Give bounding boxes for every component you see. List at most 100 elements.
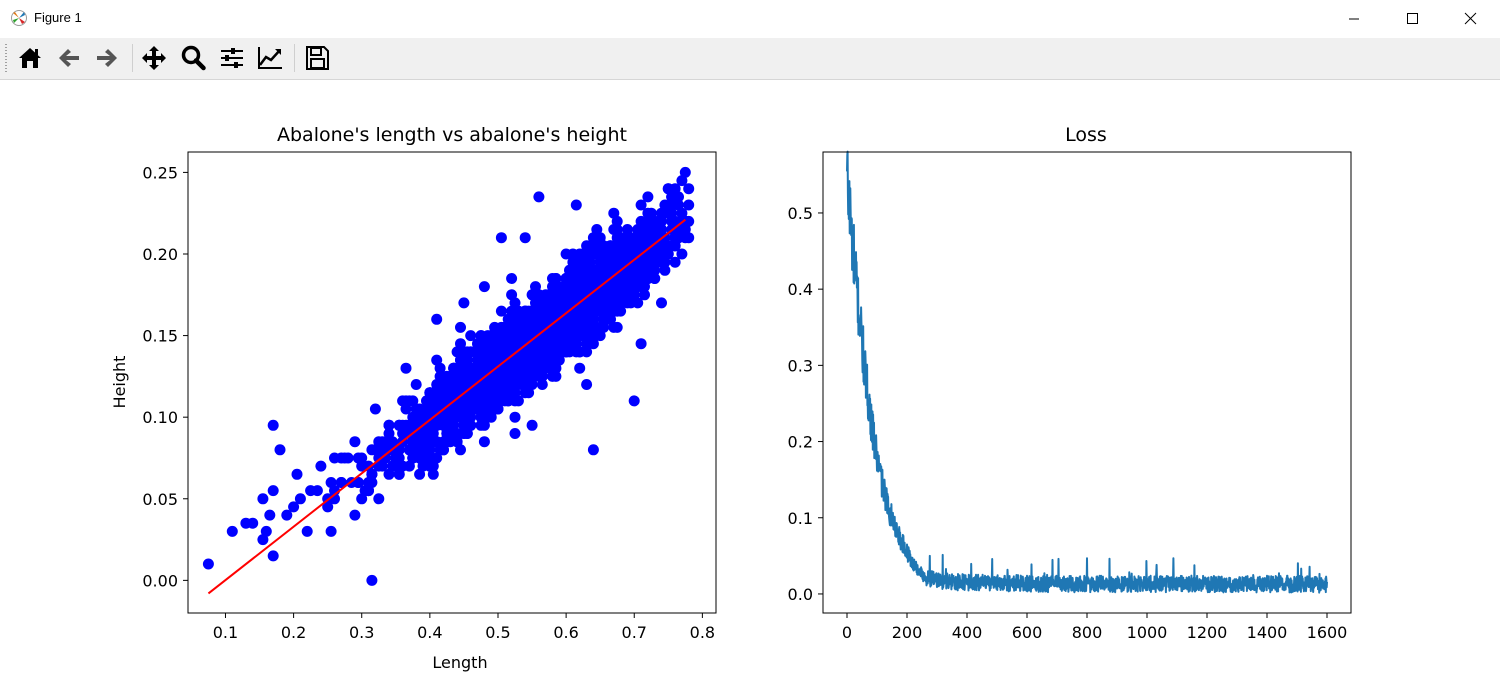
y-tick-label: 0.15 xyxy=(142,327,178,346)
scatter-point xyxy=(400,362,412,374)
scatter-point xyxy=(526,419,538,431)
subplots-button[interactable] xyxy=(216,42,248,74)
x-tick-label: 0 xyxy=(842,623,852,642)
zoom-button[interactable] xyxy=(177,42,209,74)
scatter-point xyxy=(366,574,378,586)
scatter-point xyxy=(509,297,521,309)
scatter-point xyxy=(676,248,688,260)
scatter-point xyxy=(390,452,402,464)
scatter-point xyxy=(472,346,483,358)
scatter-point xyxy=(547,370,558,382)
save-icon xyxy=(306,46,329,70)
scatter-point xyxy=(383,428,395,439)
scatter-point xyxy=(441,370,453,382)
figure-canvas[interactable]: 0.1 0.2 0.3 0.4 0.5 0.6 0.7 0.8 0.00 0.05 0.10 0.15… xyxy=(0,80,1500,680)
scatter-point xyxy=(356,460,368,472)
scatter-point xyxy=(587,273,599,284)
scatter-point xyxy=(567,305,579,317)
scatter-point xyxy=(393,468,405,480)
scatter-point xyxy=(478,281,490,293)
scatter-point xyxy=(533,313,545,325)
scatter-point xyxy=(519,232,531,244)
scatter-point xyxy=(673,199,684,211)
x-tick-label: 1400 xyxy=(1247,623,1288,642)
scatter-point xyxy=(553,289,565,301)
scatter-point xyxy=(475,395,487,407)
close-button[interactable] xyxy=(1441,0,1499,37)
x-tick-label: 0.3 xyxy=(349,623,374,642)
scatter-point xyxy=(461,362,473,374)
scatter-point xyxy=(403,444,415,456)
scatter-point xyxy=(669,240,681,252)
y-tick-label: 0.20 xyxy=(142,245,178,264)
scatter-point xyxy=(656,297,667,309)
scatter-point xyxy=(427,468,439,480)
loss-plot-area xyxy=(846,150,1328,594)
toolbar-grip[interactable] xyxy=(5,44,7,73)
x-tick-label: 1000 xyxy=(1127,623,1168,642)
scatter-point xyxy=(557,338,569,350)
scatter-point xyxy=(410,379,422,390)
scatter-point xyxy=(417,411,429,423)
maximize-button[interactable] xyxy=(1383,0,1441,37)
scatter-point xyxy=(567,289,579,301)
scatter-point xyxy=(683,199,695,211)
figure-svg: 0.1 0.2 0.3 0.4 0.5 0.6 0.7 0.80.000.050.100.15… xyxy=(110,124,1352,672)
scatter-point xyxy=(581,240,593,252)
scatter-point xyxy=(363,485,374,497)
scatter-point xyxy=(574,346,586,358)
scatter-point xyxy=(475,370,487,382)
scatter-point xyxy=(424,428,436,439)
fit-line xyxy=(207,218,686,595)
x-tick-label: 0.8 xyxy=(690,623,715,642)
scatter-point xyxy=(451,436,463,448)
scatter-point xyxy=(455,321,466,333)
scatter-point xyxy=(202,558,214,570)
customize-icon xyxy=(258,47,282,69)
x-tick-label: 0.5 xyxy=(485,623,510,642)
loss-axes: 0 200 400 600 800 1000 1200 1400 1600 0.0 0.1 0.2 0.… xyxy=(788,124,1352,642)
scatter-point xyxy=(431,313,443,325)
scatter-ticks: 0.1 0.2 0.3 0.4 0.5 0.6 0.7 0.8 0.00 0.05 0.10 0.15… xyxy=(142,163,715,642)
scatter-point xyxy=(414,468,426,480)
scatter-point xyxy=(482,338,494,350)
x-tick-label: 0.4 xyxy=(417,623,442,642)
back-button[interactable] xyxy=(53,42,85,74)
scatter-point xyxy=(431,452,443,464)
scatter-point xyxy=(659,207,671,219)
scatter-point xyxy=(356,493,368,505)
scatter-point xyxy=(509,305,521,317)
scatter-point xyxy=(267,550,279,562)
scatter-point xyxy=(441,387,453,399)
x-tick-label: 1200 xyxy=(1187,623,1228,642)
back-icon xyxy=(59,49,79,67)
y-tick-label: 0.25 xyxy=(142,163,178,182)
scatter-point xyxy=(547,346,558,358)
scatter-point xyxy=(349,436,361,448)
scatter-point xyxy=(649,215,661,227)
save-button[interactable] xyxy=(301,42,333,74)
scatter-point xyxy=(383,436,395,448)
scatter-point xyxy=(594,248,606,260)
scatter-point xyxy=(369,403,381,415)
scatter-point xyxy=(414,436,426,448)
forward-button[interactable] xyxy=(91,42,123,74)
x-tick-label: 0.6 xyxy=(553,623,578,642)
scatter-point xyxy=(506,362,518,374)
scatter-point xyxy=(451,346,463,358)
home-icon xyxy=(19,48,41,68)
pan-button[interactable] xyxy=(138,42,170,74)
scatter-point xyxy=(509,395,521,407)
minimize-button[interactable] xyxy=(1325,0,1383,37)
scatter-point xyxy=(584,305,596,317)
home-button[interactable] xyxy=(14,42,46,74)
y-tick-label: 0.4 xyxy=(788,280,813,299)
scatter-point xyxy=(455,387,466,399)
scatter-point xyxy=(492,338,504,350)
forward-icon xyxy=(97,49,117,67)
scatter-point xyxy=(621,273,633,284)
scatter-point xyxy=(519,370,531,382)
toolbar-separator xyxy=(294,44,295,72)
customize-button[interactable] xyxy=(254,42,286,74)
zoom-icon xyxy=(181,45,206,71)
